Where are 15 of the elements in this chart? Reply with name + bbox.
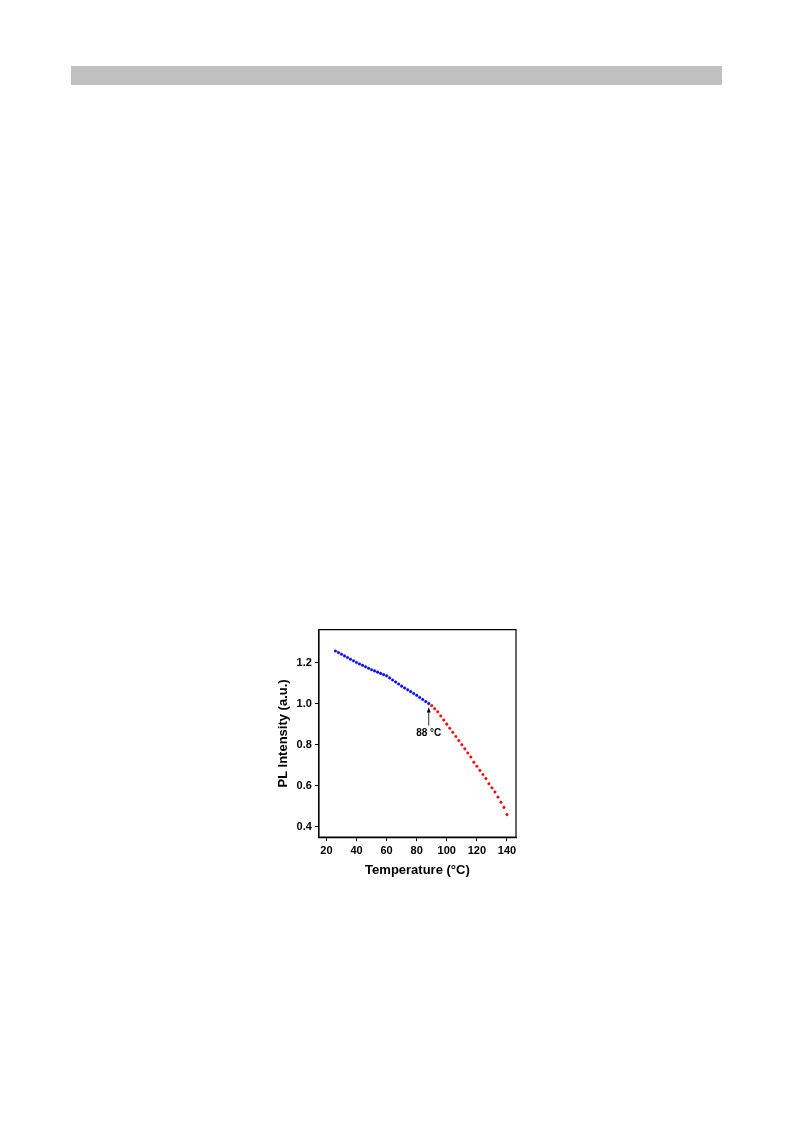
- y-tick-label: 0.8: [296, 737, 312, 750]
- x-tick-label: 80: [410, 843, 423, 856]
- x-tick-label: 20: [320, 843, 333, 856]
- y-axis-title: PL Intensity (a.u.): [275, 679, 291, 788]
- x-tick-label: 60: [380, 843, 393, 856]
- x-tick-label: 100: [437, 843, 456, 856]
- y-tick-label: 1.0: [296, 696, 312, 709]
- y-tick-label: 1.2: [296, 655, 312, 668]
- x-tick-label: 40: [350, 843, 363, 856]
- annotation: 88 °C: [416, 727, 442, 739]
- x-axis-title: Temperature (°C): [365, 861, 470, 877]
- y-tick-label: 0.4: [296, 819, 313, 832]
- y-tick-label: 0.6: [296, 778, 312, 791]
- x-tick-label: 120: [467, 843, 487, 856]
- x-tick-label: 140: [497, 843, 517, 856]
